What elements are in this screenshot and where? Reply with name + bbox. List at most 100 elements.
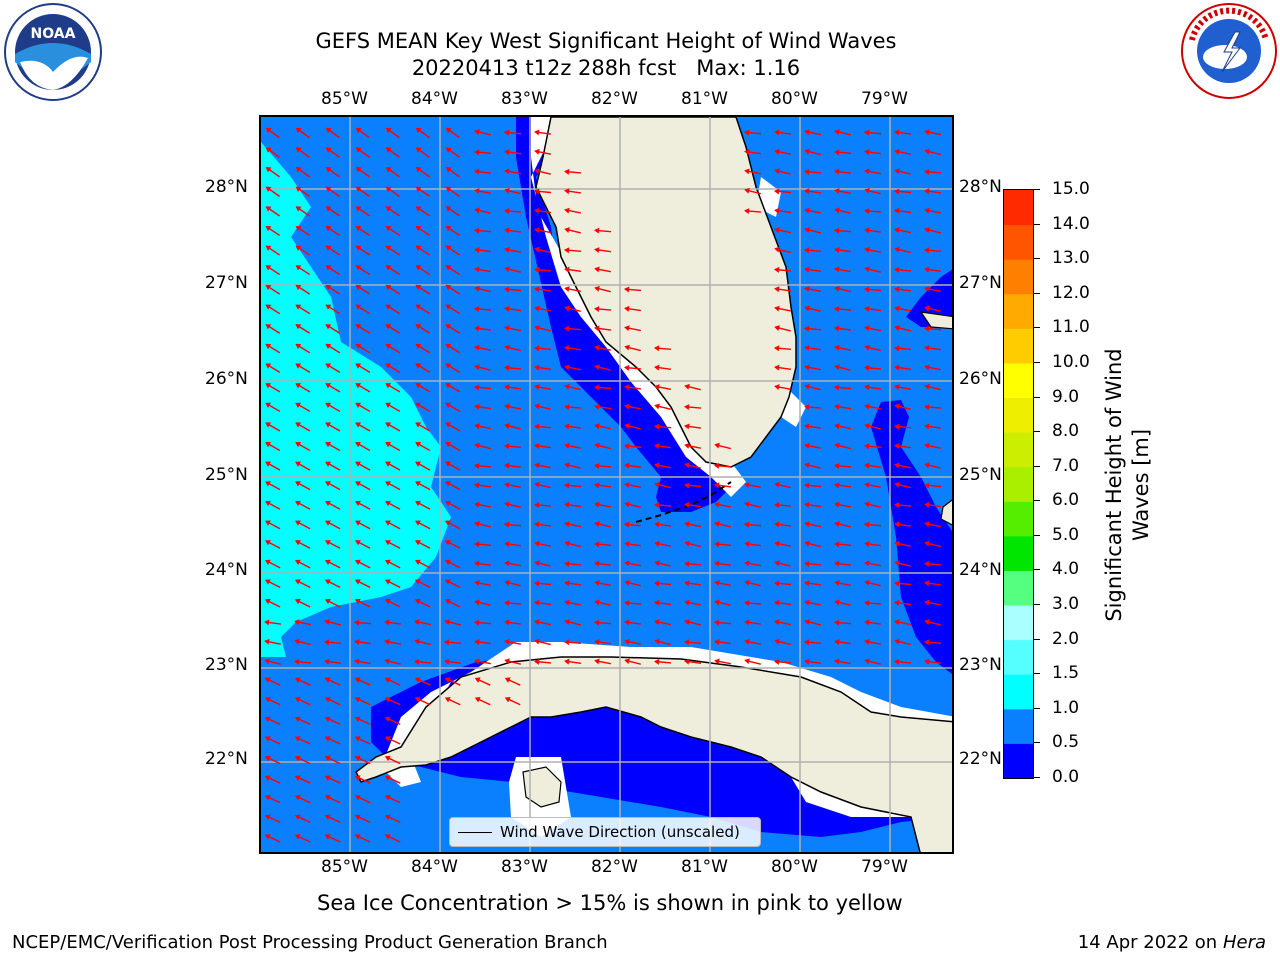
wave-direction-arrow [445,225,461,237]
coastal-mask [381,642,952,787]
wave-direction-arrow [894,580,912,587]
wave-direction-arrow [385,304,401,315]
wave-direction-arrow [294,775,311,784]
wave-direction-arrow [415,225,431,237]
map-legend: Wind Wave Direction (unscaled) [449,817,761,847]
wave-direction-arrow [415,284,431,295]
wave-direction-arrow [744,187,761,195]
wave-direction-arrow [534,560,551,567]
wave-direction-arrow [474,247,492,254]
wave-direction-arrow [894,364,912,371]
wave-direction-arrow [684,580,702,587]
wave-direction-arrow [355,402,371,413]
wave-direction-arrow [564,540,581,548]
colorbar-title-line2: Waves [m] [1129,428,1153,542]
wave-direction-arrow [265,481,281,491]
wave-direction-arrow [864,658,881,665]
wave-direction-arrow [384,736,401,745]
wave-zone-low [906,269,952,327]
wave-direction-arrow [355,520,371,530]
wave-direction-arrow [265,304,281,315]
wave-direction-arrow [744,600,762,607]
wave-direction-arrow [804,188,822,195]
wave-direction-arrow [894,384,911,391]
wave-direction-arrow [474,619,492,626]
wave-direction-arrow [444,639,462,646]
wave-direction-arrow [924,639,942,646]
wave-direction-arrow [834,285,851,293]
colorbar-tick-label: 7.0 [1052,455,1080,476]
colorbar-swatch [1004,535,1033,571]
wave-direction-arrow [594,423,611,430]
wave-direction-arrow [355,500,371,510]
wave-direction-arrow [474,168,492,175]
wave-direction-arrow [264,658,281,665]
wave-direction-arrow [744,619,762,626]
wave-direction-arrow [325,265,341,276]
colorbar-swatch [1004,259,1033,295]
wave-direction-arrow [444,559,461,569]
wave-direction-arrow [774,129,792,136]
wave-direction-arrow [834,306,852,313]
wave-direction-arrow [324,619,341,626]
lon-label: 79°W [861,857,908,877]
wave-direction-arrow [414,598,431,608]
lat-label: 24°N [959,560,1002,580]
wave-direction-arrow [684,462,701,469]
wave-direction-arrow [295,304,311,315]
wave-direction-arrow [504,168,521,175]
wave-direction-arrow [474,521,491,528]
wave-direction-arrow [804,129,821,136]
wave-direction-arrow [445,186,460,197]
wave-direction-arrow [355,167,370,178]
wave-direction-arrow [924,305,941,313]
wave-direction-arrow [445,500,461,510]
colorbar-tick-label: 0.5 [1052,732,1080,753]
wave-direction-arrow [294,598,311,608]
wave-direction-arrow [385,500,401,510]
colorbar-tick-mark [1034,223,1040,225]
wave-direction-arrow [804,423,822,430]
wave-direction-arrow [265,265,281,276]
wave-direction-arrow [355,363,371,373]
wave-direction-arrow [594,266,611,273]
lon-label: 80°W [771,857,818,877]
wave-direction-arrow [354,696,371,706]
wave-direction-arrow [504,521,522,528]
wave-direction-arrow [385,363,401,373]
wave-direction-arrow [474,285,491,293]
wave-direction-arrow [744,168,761,175]
wave-direction-arrow [445,481,461,491]
wave-direction-arrow [504,344,521,352]
colorbar-tick-label: 1.0 [1052,697,1080,718]
wave-direction-arrow [924,599,941,606]
wave-direction-arrow [564,364,581,371]
wave-direction-arrow [384,814,401,824]
wave-direction-arrow [834,639,852,646]
wave-direction-arrow [325,206,340,217]
wave-direction-arrow [624,521,642,528]
wave-direction-arrow [684,501,702,508]
wave-direction-arrow [624,658,641,665]
wave-direction-arrow [504,696,521,706]
wave-direction-arrow [684,521,701,528]
wave-direction-arrow [504,658,521,665]
wave-direction-arrow [894,305,911,312]
wave-direction-arrow [384,579,401,589]
wave-direction-arrow [474,384,492,391]
wave-direction-arrow [564,442,581,449]
wave-direction-arrow [444,579,461,589]
colorbar-tick-mark [1034,465,1040,467]
wave-direction-arrow [295,186,310,197]
wave-direction-arrow [804,442,821,449]
wave-direction-arrow [804,619,821,626]
wave-direction-arrow [624,403,641,410]
wave-direction-arrow [864,619,882,626]
wave-direction-arrow [354,814,371,824]
wave-direction-arrow [594,227,612,234]
wave-direction-arrow [325,383,341,393]
wave-direction-arrow [474,325,492,332]
wave-direction-arrow [474,149,492,156]
wave-direction-arrow [414,559,431,569]
wave-direction-arrow [355,540,371,549]
